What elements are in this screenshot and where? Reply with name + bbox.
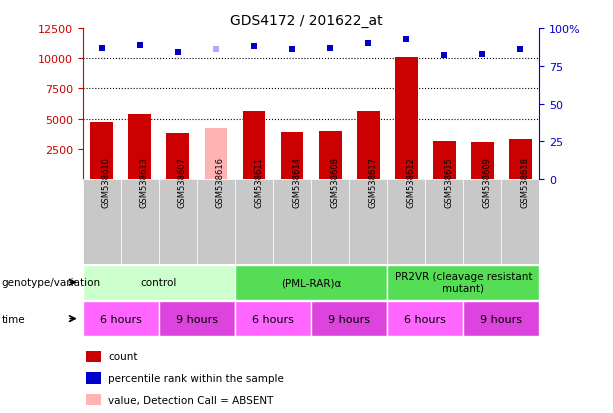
Text: GSM538614: GSM538614 [292,157,301,208]
Bar [311,180,349,264]
Text: value, Detection Call = ABSENT: value, Detection Call = ABSENT [108,395,273,405]
Bar [83,301,159,336]
Bar [83,180,121,264]
Text: GSM538608: GSM538608 [330,157,339,208]
Bar [167,134,189,180]
Bar [463,180,501,264]
Bar [197,180,235,264]
Bar [159,301,235,336]
Text: count: count [108,351,137,362]
Bar [83,265,235,300]
Text: GSM538618: GSM538618 [520,157,530,208]
Bar [129,115,151,180]
Text: GSM538616: GSM538616 [216,157,225,208]
Bar [387,301,463,336]
Text: GSM538612: GSM538612 [406,157,415,208]
Text: 9 hours: 9 hours [176,314,218,324]
Text: GSM538615: GSM538615 [444,157,453,208]
Text: GSM538611: GSM538611 [254,157,263,208]
Bar [90,123,113,180]
Text: genotype/variation: genotype/variation [1,278,101,287]
Text: percentile rank within the sample: percentile rank within the sample [108,373,284,383]
Bar [86,394,101,406]
Bar [357,112,379,180]
Bar [387,180,425,264]
Text: GSM538607: GSM538607 [178,157,187,208]
Text: control: control [140,278,177,287]
Bar [311,301,387,336]
Bar [121,180,159,264]
Bar [387,265,539,300]
Text: GDS4172 / 201622_at: GDS4172 / 201622_at [230,14,383,28]
Bar [349,180,387,264]
Bar [273,180,311,264]
Bar [433,142,455,180]
Text: time: time [1,314,25,324]
Bar [159,180,197,264]
Bar [281,133,303,180]
Text: GSM538610: GSM538610 [102,157,111,208]
Text: GSM538609: GSM538609 [482,157,492,208]
Text: GSM538613: GSM538613 [140,157,149,208]
Text: GSM538617: GSM538617 [368,157,377,208]
Bar [86,351,101,362]
Bar [86,373,101,384]
Bar [235,301,311,336]
Bar [205,129,227,180]
Bar [471,142,494,180]
Bar [395,58,417,180]
Text: PR2VR (cleavage resistant
mutant): PR2VR (cleavage resistant mutant) [395,272,532,293]
Bar [319,132,341,180]
Bar [425,180,463,264]
Bar [501,180,539,264]
Bar [235,265,387,300]
Bar [243,112,265,180]
Text: 6 hours: 6 hours [405,314,446,324]
Text: (PML-RAR)α: (PML-RAR)α [281,278,341,287]
Text: 6 hours: 6 hours [100,314,142,324]
Text: 6 hours: 6 hours [252,314,294,324]
Bar [509,140,532,180]
Text: 9 hours: 9 hours [328,314,370,324]
Text: 9 hours: 9 hours [481,314,522,324]
Bar [235,180,273,264]
Bar [463,301,539,336]
